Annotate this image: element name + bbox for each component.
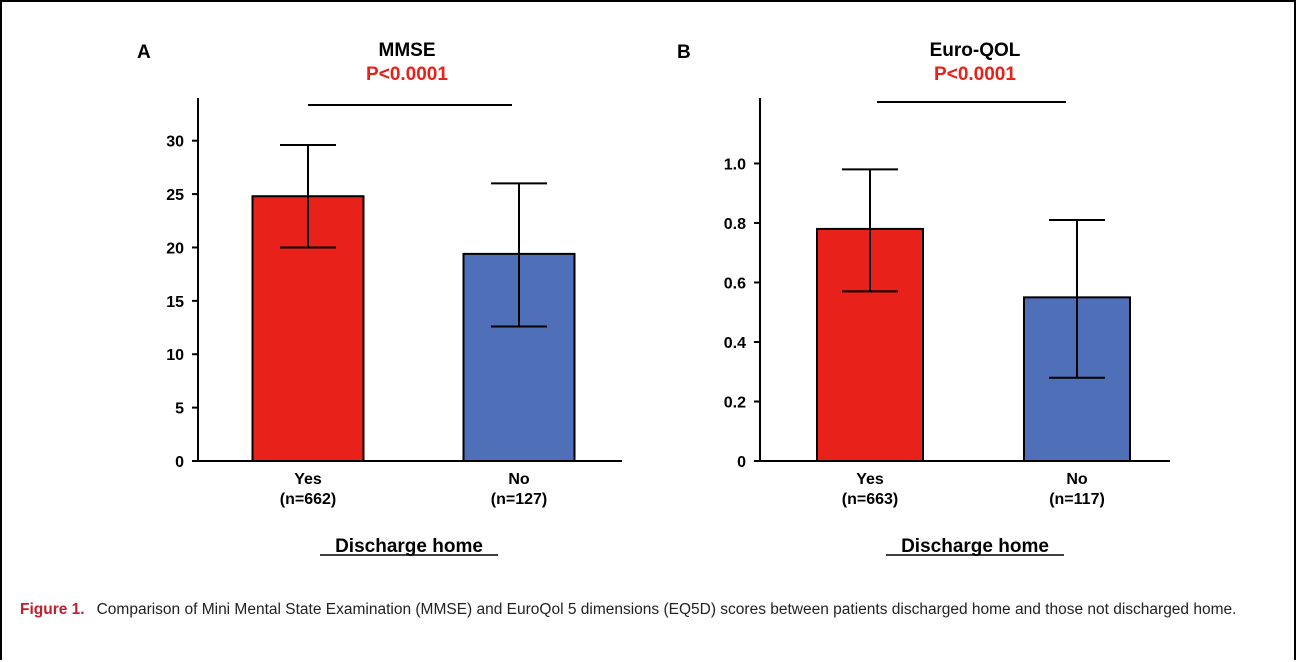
figure-svg: A MMSE P<0.0001 0 5 10 15 20 25 30 Yes (n=662)… <box>0 0 1296 600</box>
caption-label: Figure 1. <box>20 601 85 618</box>
panel-a-label: A <box>137 42 151 63</box>
panel-b-y-tick-label: 1.0 <box>724 156 746 173</box>
panel-a-y-ticks: 0 5 10 15 20 25 30 <box>166 134 198 471</box>
panel-a-category-yes-n: (n=662) <box>280 491 336 508</box>
panel-a-title: MMSE <box>379 40 436 61</box>
panel-a: A MMSE P<0.0001 0 5 10 15 20 25 30 Yes (n=662)… <box>137 40 622 557</box>
panel-a-y-tick-label: 15 <box>166 294 184 311</box>
panel-a-y-tick-label: 20 <box>166 240 184 257</box>
panel-a-y-tick-label: 30 <box>166 134 184 151</box>
panel-a-xlabel: Discharge home <box>335 536 483 557</box>
panel-a-category-no-n: (n=127) <box>491 491 547 508</box>
caption-text: Comparison of Mini Mental State Examinat… <box>97 601 1237 618</box>
panel-a-y-tick-label: 5 <box>175 401 184 418</box>
panel-a-y-tick-label: 25 <box>166 187 184 204</box>
panel-b-y-ticks: 0 0.2 0.4 0.6 0.8 1.0 <box>724 156 760 471</box>
panel-b-category-no-n: (n=117) <box>1049 491 1105 508</box>
panel-a-pvalue: P<0.0001 <box>366 64 448 85</box>
panel-b: B Euro-QOL P<0.0001 0 0.2 0.4 0.6 0.8 1.0 Yes… <box>677 40 1170 557</box>
figure-caption: Figure 1. Comparison of Mini Mental State… <box>20 600 1260 619</box>
panel-b-y-tick-label: 0.8 <box>724 216 746 233</box>
panel-a-category-yes: Yes <box>294 471 322 488</box>
panel-b-pvalue: P<0.0001 <box>934 64 1016 85</box>
panel-b-bars <box>817 229 1130 461</box>
panel-a-y-tick-label: 0 <box>175 454 184 471</box>
panel-b-y-tick-label: 0.2 <box>724 394 746 411</box>
panel-b-label: B <box>677 42 691 63</box>
panel-b-category-no: No <box>1066 471 1088 488</box>
panel-b-title: Euro-QOL <box>930 40 1021 61</box>
panel-b-y-tick-label: 0 <box>737 454 746 471</box>
panel-b-category-yes-n: (n=663) <box>842 491 898 508</box>
panel-b-y-tick-label: 0.4 <box>724 335 746 352</box>
panel-b-category-yes: Yes <box>856 471 884 488</box>
panel-a-bars <box>253 196 575 461</box>
panel-b-y-tick-label: 0.6 <box>724 275 746 292</box>
panel-a-category-no: No <box>508 471 530 488</box>
panel-a-y-tick-label: 10 <box>166 347 184 364</box>
panel-b-xlabel: Discharge home <box>901 536 1049 557</box>
